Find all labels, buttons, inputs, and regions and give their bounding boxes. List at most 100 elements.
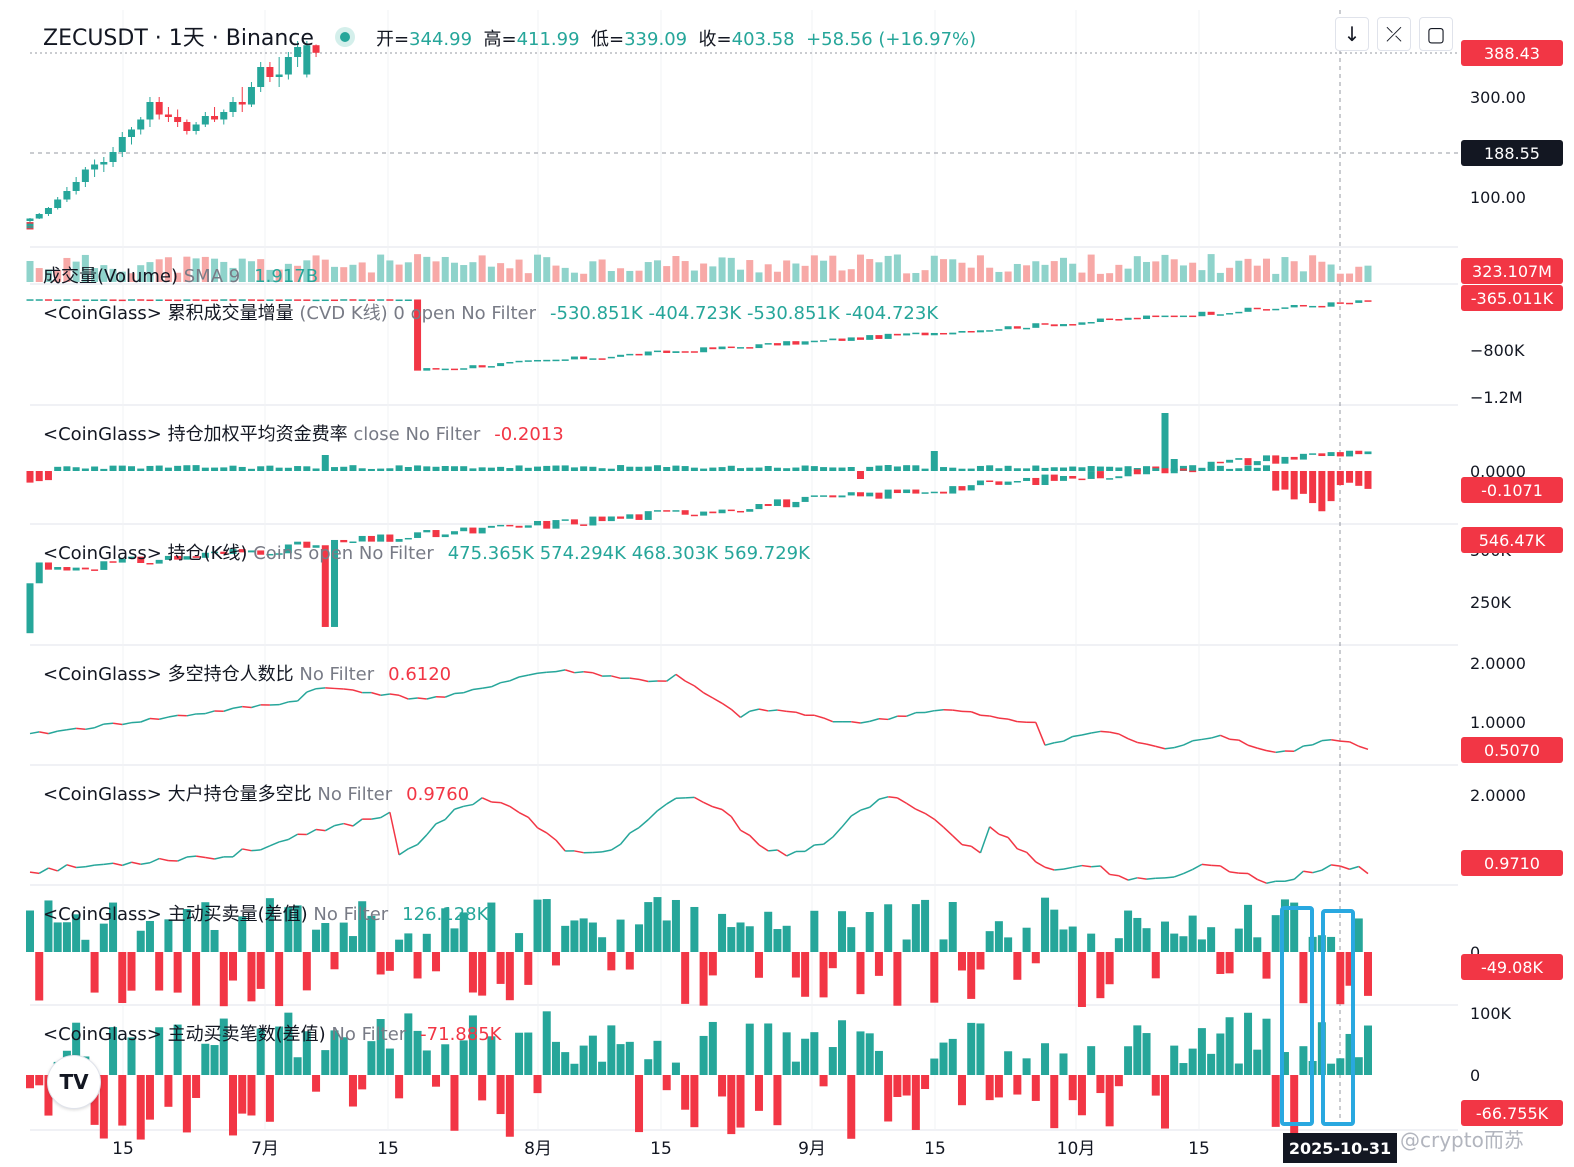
ls-accounts-line-segment	[29, 731, 40, 735]
taker-vol-bar	[1179, 936, 1188, 952]
cvd-candle	[137, 299, 145, 301]
download-button[interactable]: ↓	[1335, 17, 1369, 51]
ls-accounts-line-segment	[1275, 750, 1286, 754]
cvd-candle	[1032, 323, 1040, 328]
oi-candle	[211, 551, 219, 554]
ls-accounts-line-segment	[1238, 739, 1249, 746]
ls-accounts-line-segment	[76, 727, 86, 731]
collapse-button[interactable]: ⤫	[1377, 17, 1411, 51]
funding-bar	[940, 467, 948, 471]
taker-vol-bar	[62, 922, 71, 952]
oi-candle	[1299, 453, 1307, 460]
ls-accounts-line-segment	[57, 728, 68, 732]
oi-candle	[976, 480, 984, 486]
price-candle	[275, 74, 283, 77]
taker-cnt-bar	[773, 1075, 782, 1126]
cvd-candle	[247, 299, 255, 301]
taker-cnt-bar	[1031, 1075, 1040, 1101]
oi-candle	[930, 491, 938, 494]
taker-cnt-bar	[35, 1075, 44, 1086]
taker-cnt-bar	[1280, 1052, 1289, 1075]
cvd-candle	[358, 299, 366, 301]
funding-bar	[294, 466, 302, 471]
taker-vol-bar	[911, 904, 920, 952]
oi-candle	[1364, 451, 1372, 455]
cvd-tick-label: −1.2M	[1470, 388, 1523, 407]
oi-candle	[506, 524, 514, 527]
taker-cnt-bar	[782, 1032, 791, 1075]
ls-accounts-line-segment	[140, 717, 151, 723]
taker-vol-bar	[699, 952, 708, 1006]
volume-bar	[469, 262, 477, 282]
taker-vol-bar	[551, 952, 560, 966]
taker-vol-bar	[1105, 952, 1114, 985]
ls-accounts-line-segment	[989, 715, 1000, 719]
volume-bar	[72, 261, 80, 282]
taker-cnt-bar	[828, 1047, 837, 1075]
ls-accounts-line-segment	[251, 704, 261, 709]
top-ls-line-segment	[260, 845, 271, 851]
ls-accounts-line-segment	[537, 671, 547, 674]
cvd-candle	[875, 335, 883, 339]
top-ls-line-segment	[57, 864, 68, 872]
volume-bar	[1023, 265, 1031, 282]
funding-bar	[460, 466, 468, 471]
taker-cnt-bar	[90, 1075, 99, 1125]
cvd-candle	[958, 330, 966, 333]
top-ls-line-segment	[888, 796, 898, 799]
price-candle	[81, 169, 89, 182]
taker-cnt-pane-label: <CoinGlass> 主动买卖笔数(差值) No Filter -71.885K	[43, 1024, 502, 1045]
volume-bar	[727, 257, 735, 282]
symbol-title[interactable]: ZECUSDT · 1天 · Binance	[43, 26, 314, 51]
price-candle	[155, 102, 163, 115]
ls-accounts-line-segment	[122, 721, 132, 726]
taker-vol-bar	[72, 914, 81, 952]
taker-cnt-bar	[967, 1022, 976, 1075]
oi-candle	[884, 489, 892, 499]
taker-vol-badge-bg	[1461, 954, 1563, 980]
ls-accounts-line-segment	[39, 731, 49, 735]
top-ls-line-segment	[472, 797, 483, 806]
volume-bar	[247, 261, 255, 282]
funding-bar	[118, 465, 126, 471]
fullscreen-button[interactable]: ▢	[1419, 17, 1453, 51]
taker-cnt-bar	[1271, 1075, 1280, 1127]
ls-accounts-line-segment	[934, 709, 944, 712]
funding-bar	[72, 467, 80, 471]
cvd-candle	[607, 356, 615, 359]
volume-bar	[1170, 259, 1178, 282]
cvd-candle	[1253, 307, 1261, 310]
volume-bar	[1189, 262, 1197, 282]
top-ls-line-segment	[610, 843, 621, 851]
taker-cnt-bar	[358, 1075, 367, 1090]
funding-bar	[1336, 471, 1344, 486]
funding-bar	[598, 468, 606, 471]
tradingview-logo[interactable]: TV	[47, 1055, 101, 1109]
volume-bar	[26, 261, 34, 282]
cvd-candle	[146, 299, 154, 302]
top-ls-line-segment	[140, 862, 151, 865]
cvd-candle	[783, 341, 791, 346]
taker-cnt-badge-bg	[1461, 1100, 1563, 1126]
volume-bar	[386, 260, 394, 282]
taker-vol-bar	[109, 902, 118, 952]
oi-candle	[580, 524, 588, 526]
taker-vol-bar	[976, 952, 985, 970]
cvd-candle	[44, 299, 52, 301]
oi-candle	[607, 516, 615, 522]
taker-cnt-bar	[173, 1024, 182, 1075]
taker-cnt-bar	[109, 1027, 118, 1075]
top-ls-line-segment	[242, 848, 252, 852]
top-ls-line-segment	[592, 851, 603, 854]
funding-bar	[1013, 468, 1021, 471]
ls-accounts-line-segment	[1266, 749, 1276, 754]
funding-badge-bg	[1461, 477, 1563, 503]
taker-vol-bar	[496, 952, 505, 984]
ls-accounts-line-segment	[1174, 744, 1184, 749]
top-ls-line-segment	[444, 808, 456, 821]
funding-bar	[1327, 471, 1335, 502]
cvd-candle	[1004, 326, 1012, 330]
funding-bar	[1262, 465, 1270, 471]
top-ls-line-segment	[1293, 870, 1304, 880]
